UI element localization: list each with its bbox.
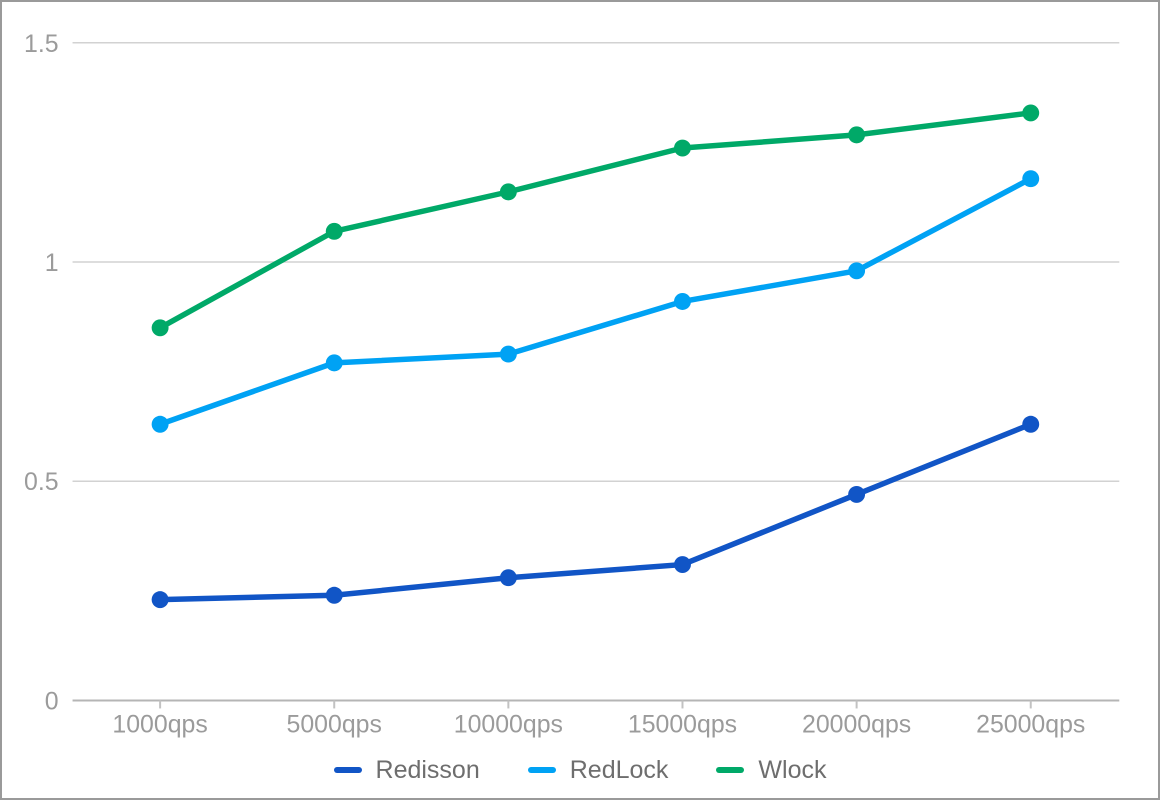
data-point-redlock-20000qps [848,262,866,280]
y-tick-label: 1.5 [24,30,59,58]
data-point-redlock-10000qps [499,345,517,363]
legend-dash-icon [333,767,362,773]
data-point-redlock-1000qps [151,415,169,433]
data-point-redisson-25000qps [1022,415,1040,433]
data-point-redisson-1000qps [151,591,169,609]
chart-legend: Redisson RedLock Wlock [2,755,1158,785]
legend-dash-icon [527,767,556,773]
x-tick-label: 1000qps [112,710,207,738]
data-point-redisson-20000qps [848,485,866,503]
legend-label: Wlock [758,756,827,784]
legend-item-redlock: RedLock [527,755,669,785]
data-point-redlock-15000qps [674,293,691,310]
legend-item-redisson: Redisson [333,755,480,785]
y-tick-label: 0 [45,687,59,715]
legend-dash-icon [716,767,745,773]
data-point-wlock-10000qps [499,183,517,201]
legend-label: RedLock [569,756,669,784]
data-point-redisson-5000qps [325,586,343,604]
legend-label: Redisson [375,756,480,784]
data-point-wlock-15000qps [674,139,691,157]
x-tick-label: 10000qps [454,710,563,738]
series-line-wlock [157,110,1034,331]
data-point-wlock-5000qps [325,222,343,240]
y-tick-label: 1 [45,249,59,277]
data-point-redisson-10000qps [499,569,517,587]
data-point-wlock-20000qps [848,126,866,144]
y-tick-label: 0.5 [24,468,59,496]
data-point-redisson-15000qps [674,556,691,574]
data-point-redlock-25000qps [1022,170,1040,188]
x-tick-label: 5000qps [287,710,382,738]
x-tick-label: 15000qps [628,710,737,738]
series-line-redisson [157,421,1034,603]
data-point-redlock-5000qps [325,354,343,372]
legend-item-wlock: Wlock [716,755,826,785]
x-tick-label: 20000qps [802,710,911,738]
series-line-redlock [157,175,1034,427]
x-tick-label: 25000qps [976,710,1085,738]
data-point-wlock-1000qps [151,319,169,337]
data-point-wlock-25000qps [1022,104,1040,122]
